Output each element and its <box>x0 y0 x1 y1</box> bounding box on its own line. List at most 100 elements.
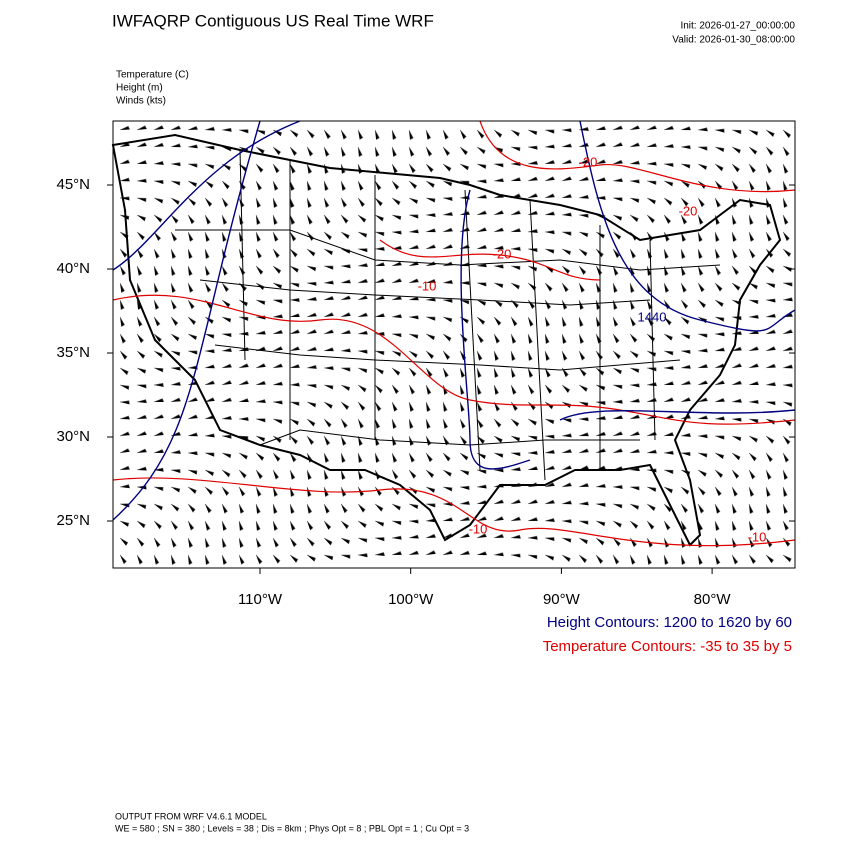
wind-barb <box>272 452 281 462</box>
wind-barb <box>663 125 674 131</box>
wind-barb <box>289 469 296 480</box>
wind-barb <box>680 349 691 354</box>
wind-barb <box>544 554 555 561</box>
wind-barb <box>595 554 604 564</box>
wind-barb <box>272 282 283 289</box>
wind-barb <box>187 333 198 340</box>
wind-barb <box>578 299 584 310</box>
wind-barb <box>646 449 657 454</box>
wind-barb <box>748 231 755 242</box>
wind-barb <box>272 299 283 304</box>
wind-barb <box>153 125 164 131</box>
wind-barb <box>595 177 606 182</box>
wind-barb <box>204 433 215 438</box>
wind-barb <box>374 520 385 527</box>
wind-barb <box>289 520 296 531</box>
wind-barb <box>578 213 589 218</box>
wind-barb <box>391 129 397 140</box>
wind-barb <box>204 214 211 225</box>
wind-barb <box>136 350 146 359</box>
wind-barb <box>595 142 606 148</box>
wind-barb <box>221 520 227 531</box>
wind-barb <box>408 214 419 219</box>
wind-barb <box>765 163 773 174</box>
wind-barb <box>357 312 368 318</box>
wind-barb <box>527 350 533 361</box>
wind-barb <box>561 248 572 255</box>
wind-barb <box>170 125 181 131</box>
wind-barb <box>646 554 652 565</box>
wind-barb <box>476 418 484 429</box>
wind-barb <box>629 197 640 203</box>
wind-barb <box>544 176 555 182</box>
wind-barb <box>238 486 246 497</box>
wind-barb <box>612 178 623 183</box>
wind-barb <box>646 503 656 512</box>
wind-barb <box>170 520 179 530</box>
wind-barb <box>765 554 774 564</box>
wind-barb <box>357 553 368 558</box>
wind-barb <box>544 482 555 488</box>
wind-barb <box>731 180 739 191</box>
wind-barb <box>629 125 640 131</box>
wind-barb <box>476 484 487 489</box>
wind-barb <box>595 448 606 454</box>
wind-barb <box>425 533 436 539</box>
wind-barb <box>238 380 249 386</box>
wind-barb <box>527 176 538 182</box>
wind-barb <box>748 180 755 191</box>
wind-barb <box>153 231 162 241</box>
wind-barb <box>136 265 143 276</box>
wind-barb <box>255 399 266 404</box>
wind-barb <box>272 503 278 514</box>
wind-barb <box>680 163 691 169</box>
wind-barb <box>782 346 793 352</box>
wind-barb <box>612 448 623 454</box>
wind-barb <box>357 263 368 268</box>
wind-barb <box>561 482 572 488</box>
wind-barb <box>153 467 164 472</box>
wind-barb <box>306 537 315 547</box>
wind-barb <box>544 465 555 471</box>
wind-barb <box>510 210 521 216</box>
wind-barb <box>425 213 436 218</box>
wind-barb <box>374 246 385 251</box>
wind-barb <box>272 329 283 335</box>
wind-barb <box>527 193 538 199</box>
wind-barb <box>340 231 350 239</box>
wind-barb <box>731 486 738 497</box>
wind-barb <box>510 499 521 505</box>
wind-barb <box>493 350 499 361</box>
wind-barb <box>340 129 347 140</box>
wind-barb <box>442 298 453 303</box>
wind-barb <box>136 160 147 165</box>
lon-label: 80°W <box>694 591 732 608</box>
wind-barb <box>782 554 792 563</box>
wind-barb <box>425 418 431 429</box>
wind-barb <box>782 297 793 302</box>
wind-barb <box>306 312 317 318</box>
wind-barb <box>425 197 436 203</box>
wind-barb <box>459 401 465 412</box>
wind-barb <box>391 452 398 463</box>
wind-barb <box>357 469 363 480</box>
wind-barb <box>782 180 788 191</box>
wind-barb <box>493 499 504 505</box>
wind-barb <box>714 282 723 292</box>
wind-barb <box>680 452 691 456</box>
wind-barb <box>544 230 555 235</box>
wind-barb <box>561 384 571 393</box>
wind-barb <box>680 316 690 325</box>
wind-barb <box>238 452 248 460</box>
wind-barb <box>527 435 538 441</box>
wind-barb <box>697 380 708 386</box>
wind-barb <box>391 214 402 220</box>
wind-barb <box>119 350 128 360</box>
wind-barb <box>544 193 555 199</box>
wind-barb <box>289 298 300 302</box>
wind-barb <box>170 299 177 310</box>
wind-barb <box>680 364 691 369</box>
wind-barb <box>646 161 657 166</box>
